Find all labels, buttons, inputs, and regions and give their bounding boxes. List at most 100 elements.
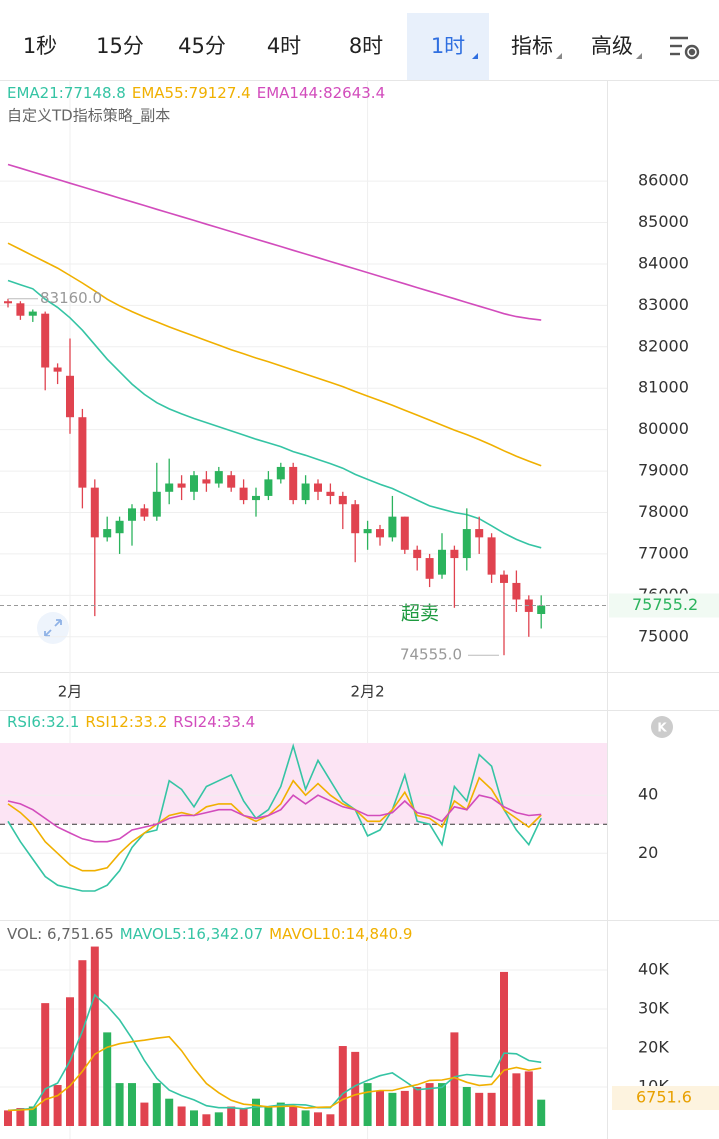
expand-icon[interactable] <box>37 612 69 644</box>
x-tick-label: 2月2 <box>351 683 385 701</box>
volume-bar <box>500 971 508 1126</box>
candle-body <box>128 508 136 521</box>
volume-bar <box>413 1086 422 1126</box>
volume-bar <box>115 1083 124 1126</box>
candle-body <box>214 471 223 484</box>
tab[interactable]: 45分 <box>178 34 226 58</box>
candle-body <box>239 487 248 501</box>
candle-body <box>289 466 298 501</box>
volume-bar <box>90 946 99 1126</box>
candle-body <box>165 483 174 492</box>
last-price-label: 75755.2 <box>632 595 698 614</box>
tab[interactable]: 15分 <box>96 34 144 58</box>
y-tick-label: 75000 <box>638 626 689 645</box>
high-label: 83160.0 <box>40 289 102 307</box>
volume-bar <box>227 1106 236 1126</box>
candle-body <box>388 516 397 538</box>
volume-bar <box>450 1032 459 1126</box>
volume-bar <box>475 1092 484 1126</box>
candle-body <box>53 367 62 372</box>
candle-body <box>450 549 459 559</box>
indicator-line <box>7 743 542 892</box>
y-tick-label: 30K <box>638 998 669 1017</box>
y-tick-label: 77000 <box>638 543 689 562</box>
candle-body <box>28 311 37 316</box>
candle-body <box>115 520 124 534</box>
last-price-box <box>609 593 719 618</box>
legend: VOL: 6,751.65 MAVOL5:16,342.07 MAVOL10:14,… <box>7 925 412 943</box>
candle-body <box>363 529 372 534</box>
volume-bar <box>177 1106 186 1126</box>
volume-bar <box>400 1090 409 1126</box>
volume-bar <box>512 1073 521 1126</box>
volume-bar <box>239 1108 248 1126</box>
candle-body <box>326 491 335 496</box>
x-tick-label: 2月 <box>58 683 83 701</box>
y-tick-label: 20K <box>638 1037 669 1056</box>
tab[interactable]: 高级 <box>591 34 633 58</box>
volume-bar <box>314 1112 322 1126</box>
volume-bar <box>202 1114 211 1126</box>
tab[interactable]: 8时 <box>349 34 383 58</box>
candle-body <box>177 483 186 488</box>
badge[interactable] <box>651 716 673 738</box>
tab[interactable]: 1时 <box>431 34 465 58</box>
indicator-line <box>7 1035 542 1112</box>
indicator-line <box>7 279 542 549</box>
legend: RSI6:32.1 RSI12:33.2 RSI24:33.4 <box>7 713 255 731</box>
candle-body <box>190 475 198 492</box>
tab-selected-bg <box>407 13 489 80</box>
y-tick-label: 40K <box>638 959 669 978</box>
tab[interactable]: 1秒 <box>23 34 57 58</box>
candle-body <box>152 491 161 517</box>
y-tick-label: 81000 <box>638 378 689 397</box>
volume-bar <box>438 1083 446 1126</box>
dropdown-caret <box>556 53 562 59</box>
tab[interactable]: 指标 <box>511 34 553 58</box>
legend-entry: VOL: 6,751.65 <box>7 925 114 943</box>
dropdown-caret <box>636 53 642 59</box>
candle-body <box>252 495 260 501</box>
candle-body <box>475 529 484 538</box>
y-tick-label: 40 <box>638 785 658 804</box>
tab[interactable]: 4时 <box>267 34 301 58</box>
volume-bar <box>289 1106 298 1126</box>
candle-body <box>314 483 322 492</box>
candle-body <box>227 475 236 488</box>
indicator-line <box>7 776 542 872</box>
volume-bar <box>190 1110 198 1126</box>
legend-entry: EMA144:82643.4 <box>257 84 385 102</box>
y-tick-label: 83000 <box>638 295 689 314</box>
settings-icon[interactable] <box>670 36 700 60</box>
volume-bar <box>252 1098 260 1126</box>
legend: EMA21:77148.8 EMA55:79127.4 EMA144:82643.4 <box>7 84 385 102</box>
badge-label: K <box>657 721 667 735</box>
candle-body <box>487 537 496 575</box>
candle-body <box>512 582 521 600</box>
candle-body <box>537 605 546 615</box>
candle-body <box>90 487 99 538</box>
candle-body <box>78 417 87 488</box>
volume-bar <box>41 1003 50 1126</box>
candle-body <box>140 508 149 517</box>
current-volume-label: 6751.6 <box>636 1088 692 1107</box>
legend-entry: MAVOL5:16,342.07 <box>120 925 263 943</box>
candle-body <box>16 303 25 316</box>
legend-entry: RSI24:33.4 <box>173 713 255 731</box>
candle-body <box>4 301 12 304</box>
y-tick-label: 78000 <box>638 502 689 521</box>
subtitle: 自定义TD指标策略_副本 <box>7 107 170 126</box>
y-tick-label: 20 <box>638 843 658 862</box>
candle-body <box>276 466 285 480</box>
legend-entry: EMA21:77148.8 <box>7 84 126 102</box>
candle-body <box>413 549 422 559</box>
volume-bar <box>301 1110 310 1126</box>
candle-body <box>338 495 347 505</box>
volume-bar <box>338 1046 347 1126</box>
candle-body <box>500 574 508 583</box>
candle-body <box>301 483 310 501</box>
y-tick-label: 80000 <box>638 419 689 438</box>
indicator-line <box>7 794 542 843</box>
